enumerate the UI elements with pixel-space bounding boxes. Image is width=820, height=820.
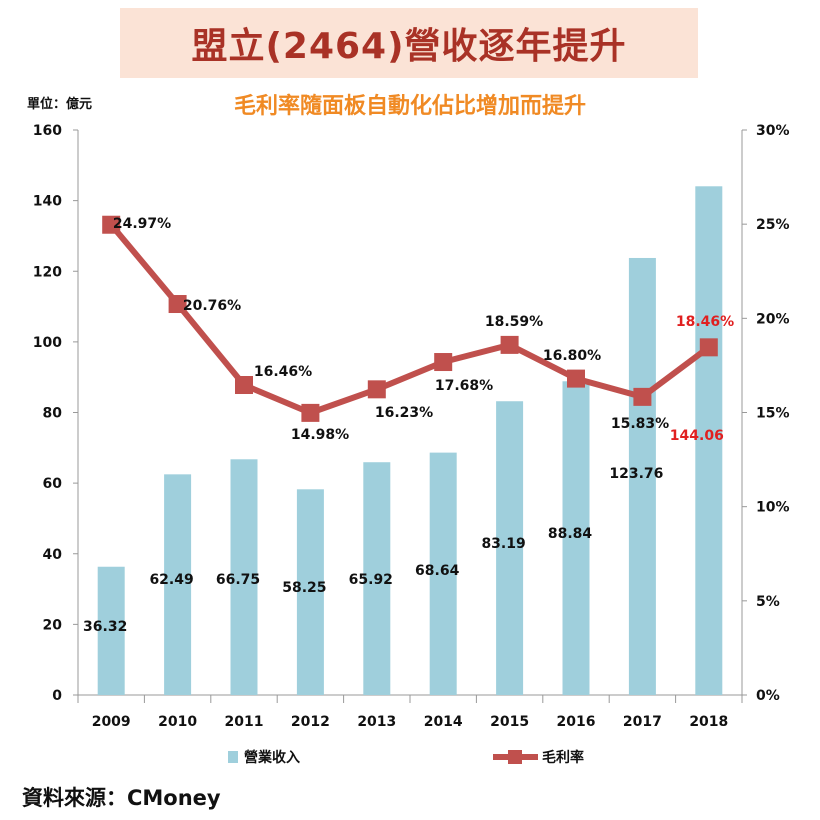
revenue-bar <box>363 462 391 695</box>
left-tick-label: 60 <box>43 476 63 492</box>
left-tick-label: 0 <box>52 688 62 704</box>
legend-margin-label: 毛利率 <box>542 749 584 766</box>
chart-subtitle: 毛利率隨面板自動化佔比增加而提升 <box>233 94 586 119</box>
margin-value-label: 16.80% <box>543 348 601 364</box>
revenue-bar <box>562 381 590 695</box>
margin-value-label: 15.83% <box>611 416 669 432</box>
x-tick-label: 2009 <box>92 714 131 730</box>
margin-marker <box>567 369 585 388</box>
revenue-bar <box>429 452 457 695</box>
margin-value-label: 20.76% <box>183 298 241 314</box>
margin-value-label: 24.97% <box>113 216 171 232</box>
margin-marker <box>367 380 386 399</box>
right-tick-label: 25% <box>756 217 790 233</box>
margin-marker <box>235 376 253 395</box>
margin-marker <box>699 338 718 357</box>
x-tick-label: 2013 <box>357 714 396 730</box>
margin-marker <box>102 215 121 234</box>
revenue-bar <box>230 459 258 695</box>
margin-value-label: 17.68% <box>435 378 493 394</box>
revenue-value-label: 68.64 <box>415 563 460 579</box>
left-tick-label: 20 <box>43 617 63 633</box>
source-note: 資料來源：CMoney <box>22 786 221 810</box>
margin-marker <box>301 403 320 422</box>
margin-marker <box>168 295 187 314</box>
revenue-bar <box>296 489 324 695</box>
margin-value-label: 14.98% <box>291 427 349 443</box>
margin-marker <box>633 387 652 406</box>
right-tick-label: 5% <box>756 594 780 610</box>
right-tick-label: 15% <box>756 406 790 422</box>
margin-value-label: 18.59% <box>485 314 543 330</box>
left-tick-label: 100 <box>33 335 62 351</box>
x-tick-label: 2011 <box>225 714 264 730</box>
revenue-bar <box>164 474 192 695</box>
revenue-bar <box>695 186 723 695</box>
revenue-value-label: 65.92 <box>349 572 393 588</box>
right-tick-label: 20% <box>756 311 790 327</box>
right-tick-label: 30% <box>756 123 790 139</box>
left-tick-label: 160 <box>33 123 62 139</box>
x-tick-label: 2018 <box>689 714 728 730</box>
x-tick-label: 2016 <box>557 714 596 730</box>
margin-marker <box>500 335 519 354</box>
legend-bar-swatch <box>228 751 238 763</box>
revenue-value-label: 36.32 <box>83 619 127 635</box>
margin-line <box>108 222 711 416</box>
revenue-value-label: 83.19 <box>481 536 525 552</box>
revenue-bar <box>97 566 125 695</box>
margin-value-label: 18.46% <box>676 314 734 330</box>
margin-value-label: 16.23% <box>375 405 433 421</box>
revenue-value-label: 58.25 <box>282 580 326 596</box>
right-tick-label: 10% <box>756 500 790 516</box>
title-banner: 盟立(2464)營收逐年提升 <box>120 8 698 78</box>
legend-revenue-label: 營業收入 <box>244 749 300 766</box>
x-tick-label: 2014 <box>424 714 463 730</box>
margin-value-label: 16.46% <box>254 364 312 380</box>
revenue-value-label: 62.49 <box>149 572 193 588</box>
revenue-value-label: 144.06 <box>670 428 724 444</box>
revenue-bar <box>496 401 524 695</box>
revenue-value-label: 88.84 <box>548 526 593 542</box>
left-tick-label: 40 <box>43 547 63 563</box>
unit-label: 單位：億元 <box>27 97 93 112</box>
x-tick-label: 2010 <box>158 714 197 730</box>
margin-marker <box>434 353 453 372</box>
x-tick-label: 2012 <box>291 714 330 730</box>
right-tick-label: 0% <box>756 688 780 704</box>
revenue-value-label: 123.76 <box>609 466 663 482</box>
legend-line-marker <box>508 750 522 764</box>
revenue-bar <box>628 257 656 695</box>
left-tick-label: 120 <box>33 264 62 280</box>
x-tick-label: 2015 <box>490 714 529 730</box>
x-tick-label: 2017 <box>623 714 662 730</box>
revenue-value-label: 66.75 <box>216 572 260 588</box>
left-tick-label: 140 <box>33 194 62 210</box>
chart-title: 盟立(2464)營收逐年提升 <box>191 26 627 67</box>
left-tick-label: 80 <box>43 406 63 422</box>
